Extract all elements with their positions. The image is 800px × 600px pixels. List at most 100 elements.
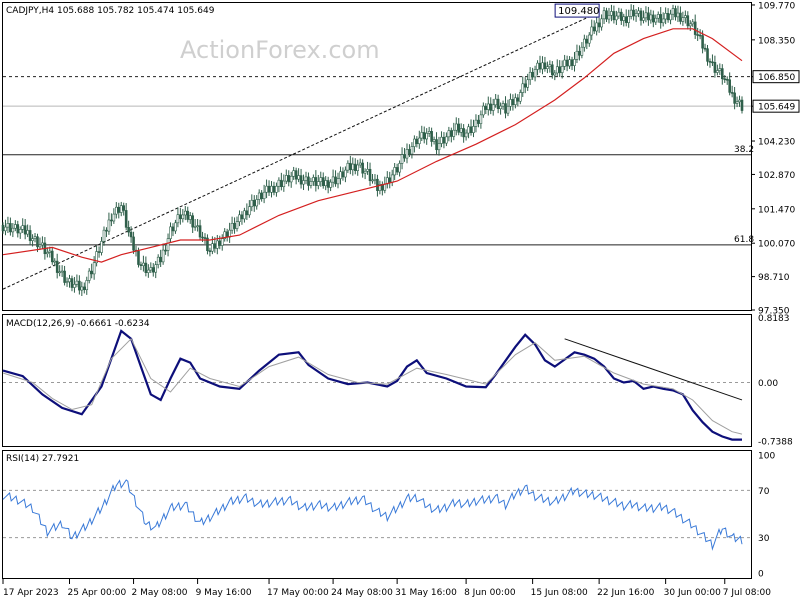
candle-body [459, 128, 463, 133]
candle-body [6, 223, 10, 228]
candle-body [499, 105, 502, 110]
candle-body [75, 280, 79, 285]
candle-body [309, 181, 313, 186]
candle-body [514, 97, 517, 105]
candle-body [183, 210, 187, 216]
candle-body [139, 264, 143, 266]
candle-body [551, 64, 554, 76]
candle-body [600, 18, 603, 28]
candle-body [619, 11, 623, 21]
candle-body [629, 9, 633, 17]
candle-body [147, 269, 150, 273]
candle-body [647, 12, 650, 21]
candle-body [735, 101, 739, 104]
candle-body [696, 34, 699, 36]
candle-body [720, 68, 724, 80]
candle-body [516, 97, 520, 102]
candle-body [307, 176, 310, 186]
candle-body [282, 180, 286, 188]
candle-body [164, 249, 167, 252]
candle-body [656, 14, 660, 19]
x-tick-label: 25 Apr 00:00 [68, 588, 127, 598]
candle-body [378, 184, 382, 191]
candle-body [262, 191, 266, 200]
candle-body [68, 278, 71, 283]
candle-body [654, 17, 658, 23]
rsi-tick-label: 30 [758, 534, 770, 544]
macd-pane[interactable] [2, 314, 752, 447]
y-tick-label: 102.870 [758, 171, 795, 181]
candle-body [366, 168, 369, 172]
candle-body [686, 15, 690, 27]
candle-body [666, 13, 670, 21]
moving-average-line [2, 28, 743, 263]
candle-body [543, 62, 547, 69]
macd-line [2, 329, 742, 441]
candle-body [563, 59, 566, 67]
candle-body [578, 50, 581, 56]
candle-body [201, 236, 204, 239]
candle-body [390, 174, 394, 183]
candle-body [597, 22, 601, 28]
candle-body [326, 180, 330, 188]
candle-body [494, 98, 497, 106]
candle-body [538, 62, 542, 70]
candle-body [280, 179, 283, 188]
candle-body [270, 185, 273, 193]
rsi-tick-label: 100 [758, 452, 775, 462]
candle-body [206, 237, 209, 251]
x-tick-label: 24 May 08:00 [331, 588, 393, 598]
candle-body [174, 222, 177, 232]
rsi-pane[interactable] [2, 450, 752, 579]
candle-body [472, 126, 475, 133]
price-pane[interactable] [2, 2, 752, 311]
y-tick-label: 105.649 [758, 103, 795, 113]
candle-body [420, 132, 424, 139]
candle-body [252, 199, 256, 207]
candle-body [324, 180, 327, 187]
rsi-tick-label: 70 [758, 487, 770, 497]
candle-body [179, 214, 182, 220]
candle-body [243, 210, 246, 220]
macd-trendline[interactable] [564, 338, 743, 401]
candle-body [358, 162, 362, 166]
candle-body [85, 280, 89, 291]
candle-body [60, 270, 64, 273]
candle-body [708, 61, 712, 63]
candle-body [637, 10, 640, 14]
watermark: ActionForex.com [180, 36, 380, 64]
candle-body [176, 214, 180, 224]
candle-body [95, 251, 98, 264]
candle-body [553, 72, 557, 76]
candle-body [506, 105, 510, 114]
candle-body [208, 250, 212, 252]
candle-body [368, 168, 372, 181]
candle-body [161, 249, 165, 263]
candle-body [53, 260, 57, 263]
y-tick-label: 109.770 [758, 1, 795, 11]
candle-body [284, 175, 288, 182]
candle-body [80, 286, 84, 291]
candle-body [97, 251, 101, 253]
candle-body [1, 224, 5, 232]
candle-body [26, 230, 29, 235]
candle-body [661, 18, 665, 24]
candle-body [491, 104, 495, 111]
candle-body [23, 225, 27, 235]
signal-line [2, 337, 743, 435]
x-axis: 17 Apr 2023 25 Apr 00:00 2 May 08:00 9 May … [2, 579, 771, 598]
candle-body [102, 229, 106, 242]
candle-body [188, 215, 192, 220]
candle-body [171, 226, 175, 232]
trendline[interactable] [2, 11, 600, 290]
candle-body [36, 236, 39, 248]
candle-body [393, 167, 396, 176]
candle-body [427, 131, 431, 134]
candle-body [725, 78, 729, 81]
candle-body [664, 13, 667, 20]
candle-body [272, 185, 276, 193]
candle-body [610, 11, 613, 16]
candle-body [46, 252, 49, 255]
candle-body [674, 8, 677, 18]
candle-body [132, 236, 135, 251]
